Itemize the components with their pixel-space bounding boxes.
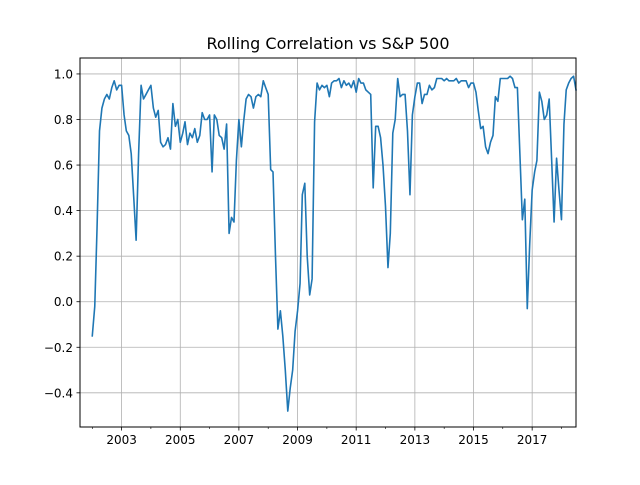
x-tick-label: 2003 <box>106 433 137 447</box>
plot-frame <box>79 57 577 428</box>
x-tick-label: 2015 <box>458 433 489 447</box>
grid-layer <box>80 58 576 427</box>
y-tick-label: 0.2 <box>54 250 73 264</box>
y-tick-label: 0.8 <box>54 113 73 127</box>
y-tick-label: 1.0 <box>54 67 73 81</box>
y-tick-label: −0.4 <box>44 386 73 400</box>
y-tick-label: −0.2 <box>44 341 73 355</box>
x-tick-label: 2009 <box>282 433 313 447</box>
ticks-layer: 1.0 0.8 0.6 0.4 0.2 0.0 −0.2 −0.4 2003 2005 2007 20… <box>44 67 562 447</box>
x-tick-label: 2007 <box>224 433 255 447</box>
correlation-series-line <box>91 75 577 412</box>
y-tick-label: 0.6 <box>54 159 73 173</box>
x-tick-label: 2011 <box>341 433 372 447</box>
y-tick-label: 0.0 <box>54 295 73 309</box>
y-tick-label: 0.4 <box>54 204 73 218</box>
chart-title: Rolling Correlation vs S&P 500 <box>206 34 449 53</box>
x-tick-label: 2005 <box>165 433 196 447</box>
series-layer <box>91 75 577 412</box>
x-tick-label: 2017 <box>517 433 548 447</box>
x-tick-label: 2013 <box>400 433 431 447</box>
